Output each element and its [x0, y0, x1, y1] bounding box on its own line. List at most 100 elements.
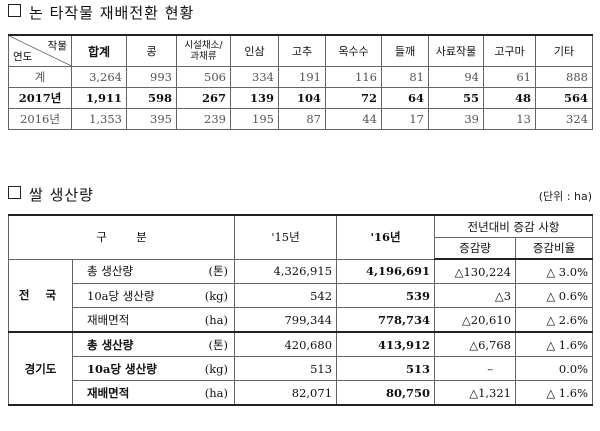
- table-cell: 94: [428, 66, 484, 88]
- column-header: 옥수수: [325, 34, 382, 67]
- table-row: 2016년 1,353 395 239 195 87 44 17 39 13 3…: [8, 108, 593, 130]
- column-header: 콩: [126, 34, 177, 67]
- change-header: 증감량: [434, 237, 517, 260]
- table-cell: 39: [428, 108, 484, 130]
- item-label: 10a당 생산량: [72, 283, 195, 308]
- table-cell: 1,353: [71, 108, 127, 130]
- unit-cell: (ha): [194, 380, 236, 406]
- table-cell: 598: [126, 87, 177, 109]
- table-cell: 395: [126, 108, 177, 130]
- column-header: 시설채소/과채류: [176, 34, 231, 67]
- table-row: 계 3,264 993 506 334 191 116 81 94 61 888: [8, 66, 593, 88]
- unit-label: (단위 : ha): [538, 190, 592, 203]
- table-cell: 267: [176, 87, 231, 109]
- table-cell: 139: [230, 87, 279, 109]
- compare-header: 전년대비 증감 사항: [434, 214, 594, 238]
- column-header: 인삼: [230, 34, 279, 67]
- table-header-row: 증감량 증감비율: [9, 237, 594, 260]
- table-cell: 0.0%: [515, 356, 594, 381]
- item-label: 총 생산량: [72, 331, 195, 357]
- table-cell: 539: [336, 283, 436, 308]
- table-cell: 324: [535, 108, 593, 130]
- table-cell: 13: [483, 108, 536, 130]
- table-cell: 513: [336, 356, 436, 381]
- table-cell: 72: [325, 87, 382, 109]
- table-cell: 191: [278, 66, 326, 88]
- section-title-rice: 쌀 생산량: [8, 184, 94, 205]
- table-cell: △130,224: [434, 258, 517, 284]
- y16-header: '16년: [336, 214, 436, 260]
- column-header: 들깨: [381, 34, 429, 67]
- item-label: 재배면적: [72, 380, 195, 406]
- table-cell: 513: [234, 356, 338, 381]
- corner-header-cell: 작물 연도: [8, 34, 72, 67]
- unit-cell: (톤): [194, 258, 236, 284]
- row-label: 2016년: [8, 108, 72, 130]
- table-cell: 4,196,691: [336, 258, 436, 284]
- corner-bottom-label: 연도: [13, 51, 33, 63]
- table-cell: △20,610: [434, 307, 517, 333]
- unit-cell: (kg): [194, 283, 236, 308]
- table-cell: 4,326,915: [234, 258, 338, 284]
- table-cell: △1,321: [434, 380, 517, 406]
- table-row: 10a당 생산량 (kg) 542 539 △3 △ 0.6%: [9, 283, 594, 308]
- table-cell: 104: [278, 87, 326, 109]
- table-cell: △ 2.6%: [515, 307, 594, 333]
- corner-top-label: 작물: [47, 40, 67, 52]
- table-cell: 799,344: [234, 307, 338, 333]
- checkbox-square-icon: [8, 186, 21, 199]
- section-title-text: 쌀 생산량: [29, 186, 94, 204]
- table-cell: 1,911: [71, 87, 127, 109]
- region-label: 경기도: [8, 331, 73, 406]
- table-cell: 64: [381, 87, 429, 109]
- table-cell: △ 3.0%: [515, 258, 594, 284]
- table-row: 재배면적 (ha) 82,071 80,750 △1,321 △ 1.6%: [9, 380, 594, 406]
- item-label: 총 생산량: [72, 258, 195, 284]
- ratio-header: 증감비율: [515, 237, 594, 260]
- section-title-conversion: 논 타작물 재배전환 현황: [8, 2, 194, 23]
- column-header: 기타: [535, 34, 593, 67]
- rice-production-table: 구 분 '15년 '16년 전년대비 증감 사항 증감량 증감비율 전 국 총 …: [7, 214, 594, 406]
- table-cell: 48: [483, 87, 536, 109]
- item-label: 10a당 생산량: [72, 356, 195, 381]
- table-cell: 55: [428, 87, 484, 109]
- table-cell: 334: [230, 66, 279, 88]
- table-cell: 80,750: [336, 380, 436, 406]
- table-row: 전 국 총 생산량 (톤) 4,326,915 4,196,691 △130,2…: [8, 258, 594, 333]
- table-row: 10a당 생산량 (kg) 513 513 – 0.0%: [9, 356, 594, 381]
- category-header: 구 분: [7, 214, 236, 260]
- unit-cell: (톤): [194, 331, 236, 357]
- table-row: 재배면적 (ha) 799,344 778,734 △20,610 △ 2.6%: [9, 307, 594, 333]
- table-cell: 61: [483, 66, 536, 88]
- table-cell: 564: [535, 87, 593, 109]
- table-header-row: 구 분 '15년 '16년 전년대비 증감 사항: [7, 214, 594, 260]
- table-row: 2017년 1,911 598 267 139 104 72 64 55 48 …: [8, 87, 593, 109]
- table-cell: –: [434, 356, 517, 381]
- crop-conversion-table: 작물 연도 합계 콩 시설채소/과채류 인삼 고추 옥수수 들깨 사료작물 고구…: [8, 34, 593, 130]
- section-title-text: 논 타작물 재배전환 현황: [29, 4, 195, 22]
- table-cell: 239: [176, 108, 231, 130]
- unit-cell: (ha): [194, 307, 236, 333]
- table-cell: 81: [381, 66, 429, 88]
- y15-header: '15년: [234, 214, 338, 260]
- table-cell: 778,734: [336, 307, 436, 333]
- table-header-row: 작물 연도 합계 콩 시설채소/과채류 인삼 고추 옥수수 들깨 사료작물 고구…: [8, 34, 593, 67]
- unit-cell: (kg): [194, 356, 236, 381]
- table-cell: 116: [325, 66, 382, 88]
- table-cell: △ 1.6%: [515, 331, 594, 357]
- table-row: 경기도 총 생산량 (톤) 420,680 413,912 △6,768 △ 1…: [8, 331, 594, 406]
- table-cell: △ 0.6%: [515, 283, 594, 308]
- table-cell: 888: [535, 66, 593, 88]
- table-cell: 44: [325, 108, 382, 130]
- row-label: 2017년: [8, 87, 72, 109]
- table-cell: 420,680: [234, 331, 338, 357]
- checkbox-square-icon: [8, 4, 21, 17]
- table-cell: 82,071: [234, 380, 338, 406]
- table-cell: 542: [234, 283, 338, 308]
- table-cell: △3: [434, 283, 517, 308]
- column-header: 사료작물: [428, 34, 484, 67]
- column-header: 고추: [278, 34, 326, 67]
- row-label: 계: [8, 66, 72, 88]
- table-cell: 993: [126, 66, 177, 88]
- table-cell: 87: [278, 108, 326, 130]
